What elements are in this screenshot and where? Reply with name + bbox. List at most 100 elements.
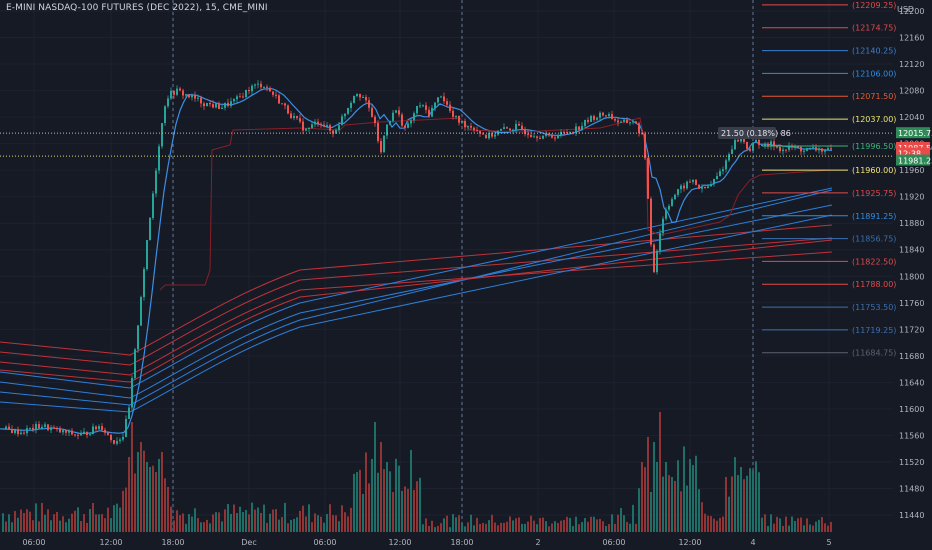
candle-body (677, 189, 679, 195)
candle-body (206, 103, 208, 107)
price-axis-label: 11960 (899, 166, 924, 175)
candle-body (17, 428, 19, 435)
candle-body (395, 110, 397, 113)
volume-bar (443, 518, 445, 532)
volume-bar (731, 476, 733, 532)
candle-body (620, 121, 622, 123)
volume-bar (215, 512, 217, 532)
volume-bar (626, 521, 628, 532)
volume-bar (104, 518, 106, 532)
candle-body (167, 98, 169, 107)
price-tag (896, 147, 930, 159)
candle-body (818, 148, 820, 151)
volume-bar (569, 517, 571, 532)
volume-bar (638, 488, 640, 532)
volume-bar (362, 494, 364, 532)
candle-body (821, 148, 823, 152)
volume-bar (8, 514, 10, 532)
price-axis-label: 11720 (899, 325, 924, 334)
volume-bar (452, 514, 454, 532)
volume-bar (47, 509, 49, 532)
candle-body (521, 125, 523, 130)
volume-bar (320, 516, 322, 532)
candle-body (125, 418, 127, 437)
candle-body (662, 218, 664, 234)
volume-bar (803, 525, 805, 532)
volume-bar (575, 516, 577, 532)
candle-body (500, 128, 502, 131)
volume-bar (704, 513, 706, 532)
candle-body (599, 112, 601, 118)
candle-body (221, 107, 223, 110)
candle-body (311, 124, 313, 128)
candle-body (614, 119, 616, 121)
volume-bar (572, 526, 574, 532)
candle-body (308, 127, 310, 129)
candle-body (329, 125, 331, 131)
level-label: (11753.50) (852, 303, 896, 312)
volume-bar (170, 506, 172, 532)
volume-bar (632, 504, 634, 532)
volume-bar (782, 525, 784, 532)
level-label: (11719.25) (852, 326, 896, 335)
volume-bar (17, 517, 19, 532)
candle-body (617, 120, 619, 123)
candle-body (410, 120, 412, 124)
volume-bar (449, 527, 451, 532)
candle-body (485, 134, 487, 139)
candle-body (467, 125, 469, 128)
volume-bar (713, 518, 715, 532)
price-axis-label: 11920 (899, 193, 924, 202)
candle-body (761, 144, 763, 146)
volume-bar (257, 507, 259, 532)
volume-bar (203, 522, 205, 532)
volume-bar (593, 516, 595, 532)
candle-body (137, 325, 139, 350)
volume-bar (11, 522, 13, 532)
volume-bar (221, 521, 223, 532)
candle-body (734, 139, 736, 150)
volume-bar (689, 459, 691, 532)
volume-bar (164, 478, 166, 532)
candle-body (482, 133, 484, 135)
candle-body (188, 94, 190, 98)
volume-bar (776, 516, 778, 532)
candle-body (455, 115, 457, 117)
volume-bar (620, 508, 622, 532)
candle-body (554, 137, 556, 139)
volume-bar (347, 516, 349, 532)
candle-body (716, 176, 718, 180)
volume-bar (812, 525, 814, 532)
volume-bar (149, 467, 151, 532)
volume-bar (146, 462, 148, 532)
candle-body (524, 129, 526, 134)
candle-body (656, 250, 658, 273)
candle-body (755, 140, 757, 143)
price-axis-label: 12040 (899, 113, 924, 122)
candle-body (743, 136, 745, 142)
volume-bar (653, 442, 655, 532)
volume-bar (377, 472, 379, 532)
level-label: (11960.00) (852, 166, 896, 175)
candle-body (488, 132, 490, 139)
candle-body (281, 103, 283, 105)
volume-bar (581, 522, 583, 532)
candle-body (53, 427, 55, 429)
symbol-title[interactable]: E-MINI NASDAQ-100 FUTURES (DEC 2022), 15… (6, 3, 268, 13)
level-label: (11891.25) (852, 212, 896, 221)
candle-body (47, 424, 49, 431)
volume-bar (41, 502, 43, 532)
volume-bar (275, 509, 277, 532)
volume-bar (527, 521, 529, 532)
candle-body (155, 170, 157, 194)
candle-body (56, 428, 58, 430)
candle-body (362, 97, 364, 99)
candle-body (128, 407, 130, 419)
time-axis-label: 5 (826, 538, 831, 547)
candle-body (365, 97, 367, 101)
volume-bar (29, 511, 31, 532)
volume-bar (509, 516, 511, 532)
